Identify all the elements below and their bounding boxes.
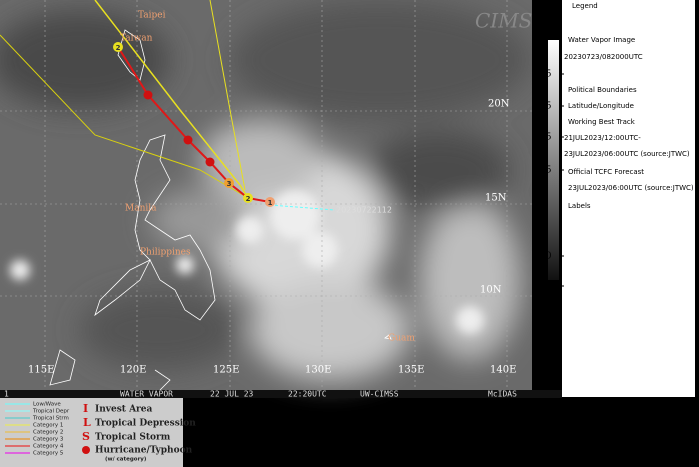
track-label: 3 (227, 180, 232, 188)
legend-item: Water Vapor Image (568, 36, 635, 44)
typhoon-symbols (143, 90, 215, 167)
svg-text:S: S (82, 430, 90, 443)
legend-item: 21JUL2023/12:00UTC- (564, 134, 641, 142)
footer-text: 22:20UTC (288, 390, 327, 399)
legend-item: Official TCFC Forecast (568, 168, 644, 176)
legend-item: Labels (568, 202, 591, 210)
key-symbol-label: Tropical Depression (95, 419, 196, 429)
coastlines (49, 29, 392, 391)
key-symbol-label: (w/ category) (105, 457, 147, 463)
track-label: 1 (268, 199, 273, 207)
key-symbol-label: Tropical Storm (95, 433, 171, 443)
place-label: Manila (125, 204, 157, 214)
storm-time: 20230722112 (336, 206, 392, 215)
lat-label: 10N (480, 285, 502, 296)
colorbar-label: -10 (537, 282, 552, 292)
lat-label: 20N (488, 99, 510, 110)
footer-text: 1 (4, 390, 9, 399)
key-line-label: Category 2 (33, 430, 63, 436)
track-label: 2 (246, 195, 251, 203)
key-line-label: Tropical Strm (32, 416, 69, 422)
legend-item: Political Boundaries (568, 86, 637, 94)
track-point (243, 193, 253, 203)
place-label: Philippines (140, 248, 191, 258)
lon-label: 120E (120, 365, 146, 376)
key-box (0, 398, 183, 467)
key-line-label: Category 5 (33, 451, 64, 457)
footer-text: McIDAS (488, 390, 517, 399)
legend-title: Legend (572, 2, 598, 10)
place-label: Taipei (138, 11, 166, 21)
colorbar-label: -55 (537, 102, 552, 112)
track-point (265, 197, 275, 207)
svg-text:I: I (83, 402, 88, 415)
track-point (224, 178, 234, 188)
lon-label: 125E (213, 365, 239, 376)
colorbar-label: -35 (537, 166, 552, 176)
key-line-label: Category 4 (33, 444, 64, 450)
legend-item: 23JUL2023/06:00UTC (source:JTWC) (564, 150, 690, 158)
lon-label: 130E (305, 365, 331, 376)
key-line-label: Category 3 (33, 437, 64, 443)
legend-panel (562, 0, 695, 397)
lon-label: 135E (398, 365, 424, 376)
lon-label: 140E (490, 365, 516, 376)
lon-label: 115E (28, 365, 54, 376)
colorbar-label: -45 (537, 133, 552, 143)
track-point (113, 42, 123, 52)
key-line-label: Tropical Depr (32, 409, 70, 415)
legend-item: 23JUL2023/06:00UTC (source:JTWC) (568, 184, 694, 192)
key-symbol-label: Hurricane/Typhoon (95, 446, 193, 456)
colorbar (548, 40, 559, 280)
svg-text:L: L (83, 416, 91, 429)
place-label: Guam (388, 334, 415, 344)
footer-text: 22 JUL 23 (210, 390, 254, 399)
legend-item: Latitude/Longitude (568, 102, 634, 110)
legend-item: Working Best Track (568, 118, 636, 126)
key-line-label: Category 1 (33, 423, 63, 429)
footer-text: WATER VAPOR (120, 390, 173, 399)
colorbar-unit: degC (537, 344, 561, 354)
key-line-label: Low/Wave (33, 402, 61, 408)
legend-item: 20230723/082000UTC (564, 53, 643, 61)
colorbar-label: -65 (537, 70, 552, 80)
satellite-image: CIMSS (0, 0, 546, 391)
lat-label: 15N (485, 193, 507, 204)
place-label: Taiwan (120, 34, 153, 44)
colorbar-label: -20 (537, 252, 552, 262)
footer-text: UW-CIMSS (360, 390, 399, 399)
key-symbol-label: Invest Area (95, 405, 153, 415)
track-label: 2 (116, 44, 121, 52)
footer-bar (0, 390, 562, 398)
